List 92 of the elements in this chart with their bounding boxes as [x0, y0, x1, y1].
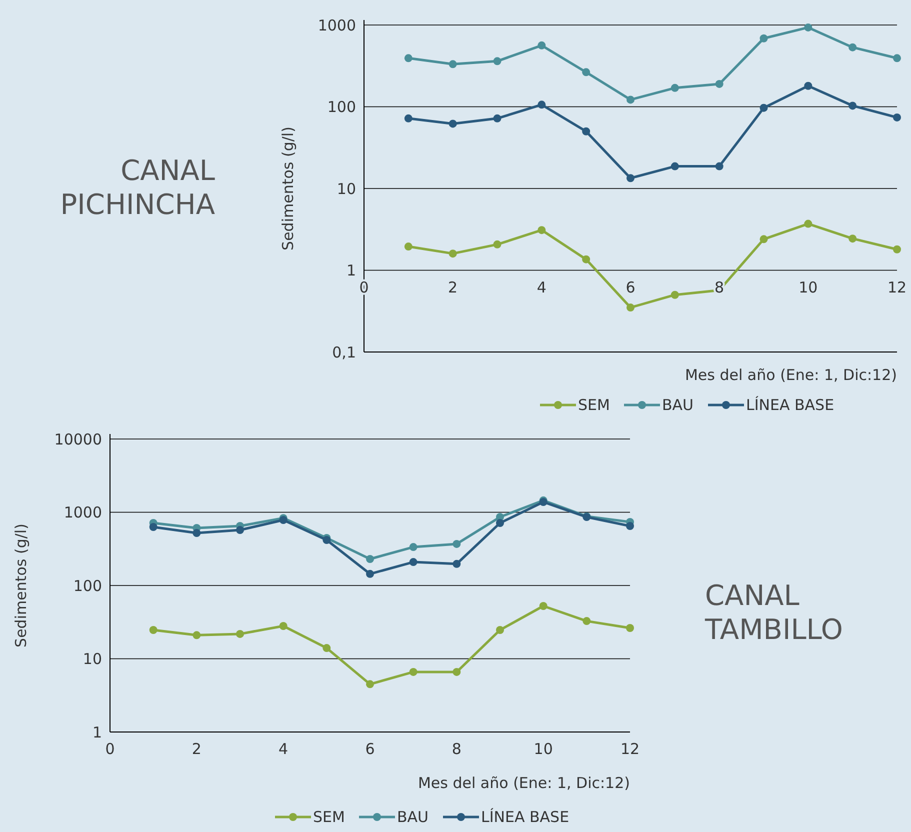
point: [848, 234, 857, 243]
point: [848, 43, 857, 52]
point: [236, 630, 244, 638]
point: [279, 622, 288, 630]
point: [670, 84, 679, 92]
point: [366, 680, 374, 688]
y-tick-label: 100: [73, 576, 102, 595]
point: [496, 519, 504, 528]
point: [366, 555, 374, 564]
point: [715, 162, 724, 170]
point: [626, 522, 634, 530]
x-tick-label: 4: [278, 740, 288, 758]
point: [760, 34, 768, 42]
legend-label: BAU: [662, 396, 694, 414]
point: [448, 120, 457, 128]
point: [626, 96, 634, 104]
legend-label: LÍNEA BASE: [481, 808, 570, 826]
y-tick-label: 1000: [64, 504, 102, 522]
point: [804, 82, 812, 90]
point: [322, 644, 331, 652]
text: CANAL PICHINCHA: [60, 154, 216, 221]
y-tick-label: 1: [346, 262, 356, 280]
x-tick-label: 12: [620, 740, 640, 758]
legend-label: BAU: [397, 808, 429, 826]
x-axis-title: Mes del año (Ene: 1, Dic:12): [418, 774, 630, 792]
legend-label: LÍNEA BASE: [746, 396, 834, 414]
point: [448, 60, 457, 68]
y-tick-label: 10000: [54, 430, 102, 448]
point: [452, 560, 461, 568]
y-tick-label: 100: [327, 98, 356, 116]
point: [452, 668, 461, 676]
y-tick-label: 0,1: [332, 343, 356, 362]
point: [582, 617, 591, 626]
y-axis-title: Sedimentos (g/l): [279, 126, 297, 250]
point: [893, 113, 901, 122]
point: [582, 127, 590, 136]
x-tick-label: 0: [105, 740, 115, 758]
x-tick-label: 10: [534, 740, 553, 758]
point: [493, 240, 502, 248]
point: [496, 626, 504, 634]
point: [192, 528, 201, 537]
x-tick-label: 6: [365, 740, 375, 758]
point: [409, 558, 418, 566]
legend-label: SEM: [578, 396, 610, 414]
point: [236, 526, 244, 534]
point: [582, 68, 590, 76]
y-tick-label: 10: [336, 180, 356, 198]
point: [404, 242, 412, 251]
point: [760, 104, 768, 112]
point: [538, 41, 546, 50]
point: [804, 220, 812, 228]
x-tick-label: 2: [448, 278, 458, 296]
y-axis-title: Sedimentos (g/l): [12, 524, 30, 648]
point: [670, 162, 679, 170]
point: [149, 626, 158, 634]
x-tick-label: 10: [798, 278, 818, 296]
point: [715, 80, 724, 88]
point: [448, 250, 457, 258]
point: [626, 174, 634, 182]
x-tick-label: 8: [452, 740, 462, 758]
point: [493, 57, 502, 66]
point: [893, 245, 901, 254]
x-tick-label: 4: [536, 278, 546, 296]
x-tick-label: 12: [887, 278, 907, 296]
text: CANAL TAMBILLO: [704, 579, 843, 646]
point: [582, 255, 590, 264]
point: [670, 290, 679, 299]
point: [192, 631, 201, 640]
point: [539, 602, 548, 610]
y-tick-label: 1: [92, 723, 102, 742]
point: [366, 570, 374, 578]
point: [848, 102, 857, 110]
y-tick-label: 10: [82, 650, 102, 668]
point: [760, 235, 768, 244]
point: [452, 540, 461, 548]
point: [404, 114, 412, 122]
point: [804, 23, 812, 32]
point: [409, 668, 418, 676]
x-tick-label: 6: [626, 278, 636, 296]
point: [404, 54, 412, 62]
point: [538, 226, 546, 234]
point: [493, 114, 502, 122]
point: [149, 523, 158, 531]
point: [893, 54, 901, 62]
legend-label: SEM: [313, 808, 345, 826]
point: [626, 304, 634, 312]
point: [409, 543, 418, 552]
x-tick-label: 2: [192, 740, 202, 758]
y-tick-label: 1000: [318, 16, 356, 34]
point: [538, 100, 546, 109]
point: [626, 624, 634, 632]
x-axis-title: Mes del año (Ene: 1, Dic:12): [684, 366, 897, 384]
